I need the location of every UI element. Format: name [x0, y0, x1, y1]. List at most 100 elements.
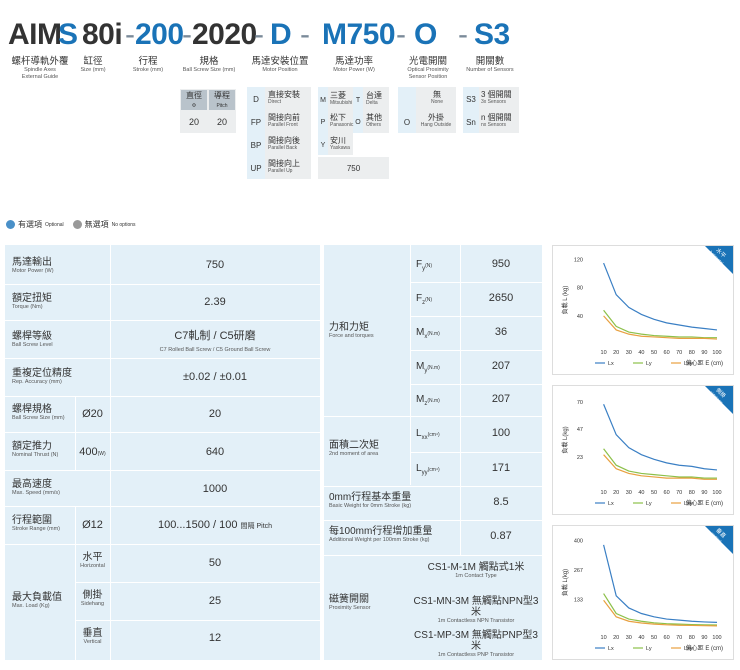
- repeatability-label: 重複定位精度 Rep. Accuracy (mm): [12, 368, 72, 385]
- load-sidehang-value: 25: [208, 595, 222, 607]
- chart-xtick: 50: [651, 635, 657, 641]
- prox-npn-type: CS1-MN-3M 無觸點NPN型3米 1m Contactless NPN Tr…: [413, 596, 539, 624]
- motor-brand-code-m: M: [320, 97, 326, 104]
- motor-pos-code-column: [247, 87, 265, 179]
- chart-ytick: 400: [574, 538, 583, 544]
- screw-size-sub: Ø20: [82, 408, 103, 420]
- chart-series-line-lxy: [603, 454, 717, 480]
- no-option-dot-icon: [72, 220, 82, 229]
- area-lyy-label: Lyy(cm⁴): [416, 463, 440, 476]
- motor-brand-code-p: P: [320, 119, 326, 126]
- chart-series-line-lxy: [603, 315, 718, 340]
- load-horizontal-value: 50: [208, 557, 222, 569]
- torque-my-label: My(N.m): [416, 361, 440, 374]
- sensor-count-code-s3: S3: [466, 95, 476, 104]
- load-horizontal-label: 水平 Horizontal: [80, 552, 105, 569]
- torque-mx-label: Mx(N.m): [416, 327, 440, 340]
- load-chart-vertical: 垂直 vertical 負載 L(kg) 133 267 400 10 20 30 40 50 60…: [552, 525, 734, 660]
- chart-xtick: 10: [601, 635, 607, 641]
- motor-brand-others: 其他 Others: [366, 113, 382, 128]
- motor-power-box: [318, 157, 389, 179]
- stroke-range-value: 100...1500 / 100 間隔 Pitch: [157, 519, 273, 531]
- chart-series-line-lx: [603, 403, 718, 471]
- stroke-range-label: 行程範圍 Stroke Range (mm): [12, 515, 60, 532]
- sensor-pos-none: 無 None: [431, 90, 443, 105]
- chart-ylabel: 負載 L (kg): [561, 286, 569, 315]
- legend-label: Lxy: [684, 646, 693, 652]
- chart-xtick: 40: [638, 350, 644, 356]
- speed-value: 1000: [202, 483, 228, 495]
- model-part-series: AIM: [8, 18, 62, 51]
- model-part-sensor-pos: O: [414, 18, 437, 51]
- chart-ytick: 70: [577, 400, 583, 406]
- force-fz-label: Fz(N): [416, 293, 433, 306]
- motor-pos-parallel-up: 間接向上 Parallel Up: [268, 159, 300, 174]
- chart-xtick: 30: [626, 490, 632, 496]
- sensor-count-3x: 3 個開關 3x Sensors: [481, 90, 512, 105]
- legend-label: Ly: [646, 361, 652, 367]
- area-lxx-label: Lxx(cm⁴): [416, 428, 440, 441]
- chart-xtick: 100: [712, 635, 721, 641]
- sensor-count-code-sn: Sn: [466, 118, 476, 127]
- chart-xtick: 100: [712, 350, 721, 356]
- chart-xtick: 60: [664, 350, 670, 356]
- thrust-value: 640: [205, 446, 225, 458]
- legend-label: Lxy: [684, 361, 693, 367]
- model-part-screw: 2020: [192, 18, 257, 51]
- stroke-range-sub: Ø12: [82, 519, 103, 531]
- chart-xtick: 40: [638, 635, 644, 641]
- torque-label: 額定扭矩 Torque (Nm): [12, 293, 52, 310]
- chart-series-line-ly: [603, 309, 717, 339]
- motor-brand-delta: 台達 Delta: [366, 91, 382, 106]
- add-weight-value: 0.87: [490, 530, 512, 542]
- proximity-sensor-label: 磁簧開關 Proximity Sensor: [329, 594, 371, 611]
- header-size: 缸徑 Size (mm): [80, 56, 106, 73]
- chart-ytick: 80: [577, 286, 583, 292]
- torque-my-value: 207: [491, 360, 511, 372]
- model-part-stroke: 200: [135, 18, 184, 51]
- load-sidehang-label: 側掛 Sidehang: [80, 590, 105, 607]
- sensor-count-nx: n 個開關 nx Sensors: [481, 113, 512, 128]
- motor-power-label: 馬達輸出 Motor Power (W): [12, 257, 54, 274]
- chart-xtick: 50: [651, 490, 657, 496]
- model-part-motor-pos: D: [270, 18, 292, 51]
- legend-label: Lx: [608, 361, 614, 367]
- torque-value: 2.39: [204, 296, 226, 308]
- chart-xtick: 30: [626, 350, 632, 356]
- chart-xlabel: 偏心距 E (cm): [686, 359, 723, 367]
- chart-xtick: 70: [676, 350, 682, 356]
- motor-pos-parallel-back: 間接向後 Parallel Back: [268, 136, 300, 151]
- header-spindle: 螺杆導軌外覆 Spindle Axes External Guide: [11, 56, 69, 80]
- chart-xtick: 80: [689, 350, 695, 356]
- chart-xlabel: 偏心距 E (cm): [686, 499, 723, 507]
- chart-series-line-ly: [603, 448, 717, 479]
- chart-xtick: 90: [701, 350, 707, 356]
- speed-label: 最高速度 Max. Speed (mm/s): [12, 479, 60, 496]
- chart-series-line-lx: [603, 262, 718, 331]
- chart-series-line-lx: [603, 544, 718, 623]
- motor-pos-code-bp: BP: [250, 141, 262, 150]
- load-vertical-value: 12: [208, 632, 222, 644]
- header-screw-spec: 規格 Ball Screw Size (mm): [182, 56, 236, 73]
- motor-pos-direct: 直接安裝 Direct: [268, 90, 300, 105]
- prox-contact-type: CS1-M-1M 觸點式1米 1m Contact Type: [427, 562, 525, 579]
- sensor-pos-hang-outside: 外掛 Hang Outside: [420, 113, 452, 128]
- load-vertical-label: 垂直 Vertical: [82, 628, 103, 645]
- load-chart-svg: 負載 L (kg) 40 80 120 10 20 30 40 50 60 70 80 90 100 Lx L…: [561, 258, 723, 367]
- chart-ytick: 23: [577, 455, 583, 461]
- chart-series-line-lxy: [603, 599, 718, 627]
- torque-mz-value: 207: [491, 393, 511, 405]
- chart-xtick: 50: [651, 350, 657, 356]
- chart-xtick: 20: [613, 635, 619, 641]
- chart-ytick: 120: [574, 258, 583, 264]
- motor-pos-code-d: D: [253, 95, 259, 104]
- motor-power-value: 750: [346, 164, 361, 173]
- thrust-sub: 400(W): [79, 446, 106, 458]
- motor-pos-code-up: UP: [250, 164, 262, 173]
- header-sensor-count: 開關數 Number of Sensors: [466, 56, 514, 73]
- chart-xtick: 20: [613, 490, 619, 496]
- chart-xtick: 90: [701, 490, 707, 496]
- legend-label: Lx: [608, 646, 614, 652]
- header-motor-power: 馬達功率 Motor Power (W): [333, 56, 375, 73]
- screw-level-value: C7軋制 / C5研磨 C7 Rolled Ball Screw / C5 Gro…: [159, 330, 271, 353]
